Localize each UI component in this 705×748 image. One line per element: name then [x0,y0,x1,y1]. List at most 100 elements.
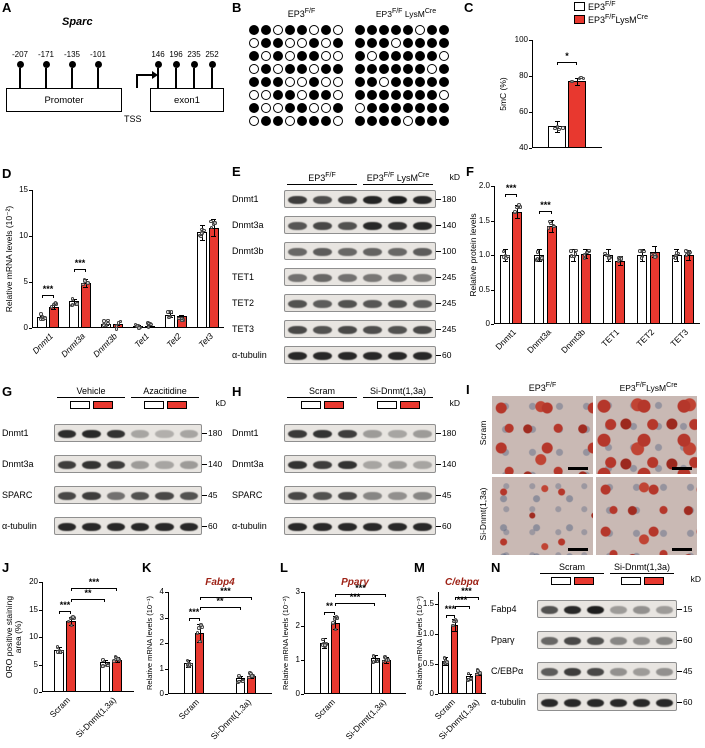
data-point [371,654,376,658]
blot-band [338,492,357,500]
molecular-weight: 140 [436,459,462,469]
blot-band [313,222,332,230]
error-bar [539,249,541,261]
bar [209,227,219,328]
kd-value: 180 [442,428,457,438]
data-point [321,637,325,642]
y-axis-label: Relative mRNA levels (10⁻²) [281,596,290,690]
y-tick-label: 3 [295,587,300,596]
blot-band [57,492,77,500]
group-base: LysM [615,15,637,25]
genotype-keys [363,401,433,409]
methylation-circle [297,103,307,113]
blot-protein-label: Dnmt3a [232,220,264,230]
methylation-circle [249,64,259,74]
blot-band [655,606,674,614]
blot-band [82,523,101,531]
blot-band [57,523,77,531]
data-point [469,676,473,681]
y-tick-label: 1 [159,663,164,673]
data-point [69,623,74,628]
blot-band [413,430,432,438]
group-base: EP3 [588,2,606,12]
blot-band [563,606,582,614]
methylation-circle [297,90,307,100]
methylation-circle [367,38,377,48]
group-base: EP3 [308,173,326,183]
methylation-circle [297,64,307,74]
y-tick-mark [165,592,168,593]
group-sup: Cre [417,172,430,179]
chart-title: Pparγ [341,577,369,588]
chart-oro-area: 0 5 10 15 20 ORO positive staining area (%) **… [2,574,138,744]
methylation-circle [439,38,449,48]
data-point [51,302,56,307]
error-bar [181,314,183,318]
blot-band [586,606,605,614]
significance-line [71,599,105,603]
data-point [673,256,678,261]
blot-band [563,637,582,645]
methylation-circle [309,38,319,48]
y-tick-label: 1 [295,655,300,664]
molecular-weight: 140 [202,459,228,469]
methylation-circle [261,77,271,87]
methylation-circle [285,103,295,113]
blot-band [57,430,77,438]
data-point [540,256,545,261]
error-bar-cap [211,236,217,237]
y-tick-mark [165,694,168,695]
x-tick-label: Scram [312,697,337,722]
panel-j: J 0 5 10 15 20 ORO positive staining area (%)… [0,560,140,748]
y-axis-label: Relative mRNA levels (10⁻¹) [145,596,154,690]
panel-f: F 0 0.5 1.0 1.5 2.0 Relative protein levels **… [464,164,705,378]
cpg-stem [97,68,99,88]
data-point [333,627,338,632]
exon1-box: exon1 [150,88,224,112]
kd-value: 245 [442,324,457,334]
methylation-circle [249,103,259,113]
methylation-circle [415,77,425,87]
blot-band [82,461,101,469]
cpg-circle-icon [208,61,216,68]
blot-row: TET2 245 [232,294,462,312]
cpg-stem [193,68,195,88]
blot-group-lysmcre: EP3F/F LysMCre [363,172,433,185]
blot-band [179,430,199,438]
methylation-row [248,102,344,115]
blot-band [288,492,307,500]
methylation-circle [333,38,343,48]
blot-band [338,352,357,360]
blot-band [288,222,307,230]
methylation-circle [285,51,295,61]
panel-f-label: F [466,164,474,179]
significance-line [199,607,241,611]
methylation-circle [333,64,343,74]
significance-line [505,194,518,198]
blot-band [388,461,407,469]
data-point [237,679,241,684]
bar [615,260,626,324]
data-point [148,322,153,327]
kd-value: 60 [442,350,452,360]
methylation-circle [333,90,343,100]
y-tick-label: 2 [295,621,300,630]
blot-band [413,352,432,360]
panel-i: I EP3F/F EP3F/FLysMCre Scram Si-Dnmt(1,3… [464,382,705,560]
kd-tick-mark [436,302,441,304]
blot-band [609,606,628,614]
plot-area [32,190,224,328]
western-blot-azacitidine: Dnmt1 180 Dnmt3a 140 SPARC 45 α-tubulin 60 [2,424,228,548]
y-tick-mark [165,643,168,644]
data-point [68,616,73,621]
y-tick-label: 2.0 [478,181,490,190]
methylation-circle [261,51,271,61]
blot-band [632,668,651,676]
bar [81,282,91,328]
error-bar [517,204,519,219]
methylation-circle [249,90,259,100]
data-point [199,231,204,235]
data-point [582,256,587,261]
y-tick-label: 0 [295,689,300,698]
methylation-circle [309,51,319,61]
